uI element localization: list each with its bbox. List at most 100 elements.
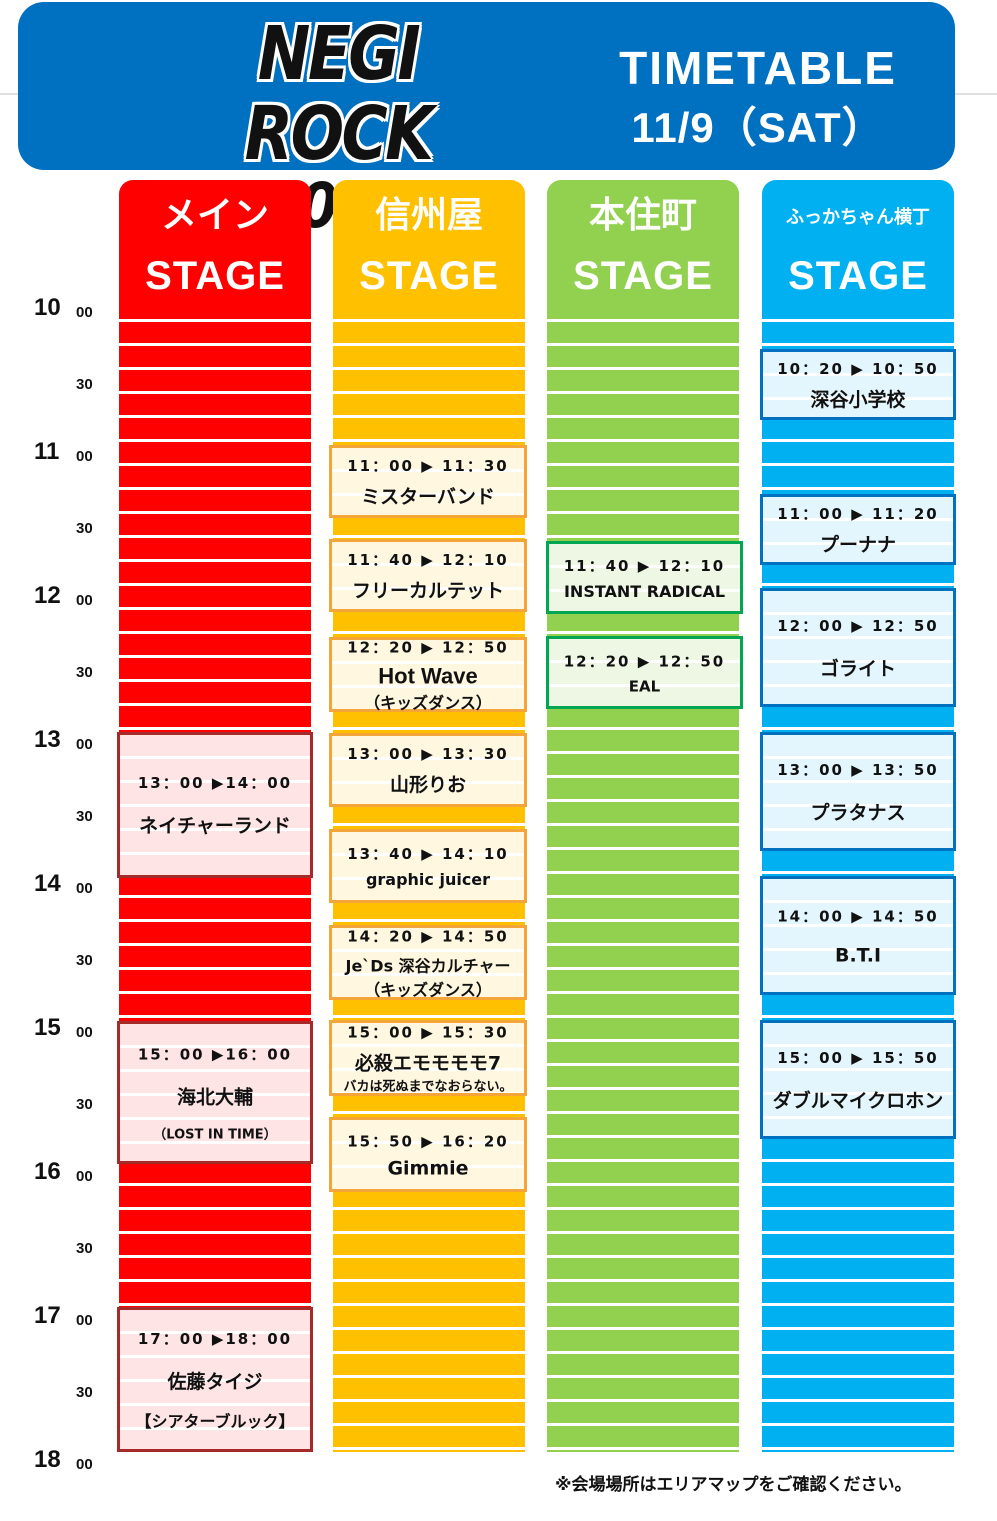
slot-content: 12：00 ▶ 12：50 ゴライト: [763, 615, 953, 681]
stage-name: ふっかちゃん横丁: [786, 207, 930, 228]
stage-column: 本住町 STAGE: [547, 180, 739, 1452]
header-banner: NEGI ROCK 2019 TIMETABLE 11/9（SAT）: [18, 2, 955, 238]
slot-time: 15：00 ▶ 15：50: [777, 1048, 939, 1067]
slot-content: 15：00 ▶ 15：30 必殺エモモモモ7 バカは死ぬまでなおらない。: [332, 1022, 524, 1095]
time-minute-label: 00: [76, 1168, 93, 1185]
performance-slot[interactable]: 15：00 ▶16：00 海北大輔 （LOST IN TIME）: [117, 1021, 313, 1164]
slot-time: 14：20 ▶ 14：50: [347, 927, 509, 945]
time-minute-label: 30: [76, 376, 93, 393]
slot-content: 13：40 ▶ 14：10 graphic juicer: [332, 843, 524, 889]
time-hour-label: 16: [34, 1158, 61, 1185]
performer-name: 深谷小学校: [810, 388, 906, 411]
slot-content: 10：20 ▶ 10：50 深谷小学校: [763, 358, 953, 412]
slot-content: 13：00 ▶ 13：30 山形りお: [332, 743, 524, 797]
slot-time: 11：40 ▶ 12：10: [563, 556, 726, 575]
time-minute-label: 00: [76, 1024, 93, 1041]
slot-content: 13：00 ▶ 13：50 プラタナス: [763, 759, 953, 825]
logo-title: NEGI ROCK: [244, 11, 434, 177]
performance-slot[interactable]: 13：00 ▶ 13：30 山形りお: [329, 733, 527, 807]
performer-name: Je`Ds 深谷カルチャー: [345, 956, 511, 975]
time-minute-label: 00: [76, 1456, 93, 1473]
time-hour-label: 15: [34, 1014, 61, 1041]
slot-time: 12：00 ▶ 12：50: [777, 616, 939, 635]
performance-slot[interactable]: 13：40 ▶ 14：10 graphic juicer: [329, 829, 527, 903]
performance-slot[interactable]: 11：40 ▶ 12：10 INSTANT RADICAL: [546, 541, 743, 614]
performance-slot[interactable]: 11：40 ▶ 12：10 フリーカルテット: [329, 539, 527, 612]
time-minute-label: 30: [76, 520, 93, 537]
slot-time: 12：20 ▶ 12：50: [563, 652, 726, 670]
stage-header: 信州屋 STAGE: [333, 180, 525, 298]
performance-slot[interactable]: 17：00 ▶18：00 佐藤タイジ【シアターブルック】: [117, 1307, 313, 1452]
stage-name: 信州屋: [374, 195, 483, 236]
performer-name: graphic juicer: [365, 870, 491, 889]
slot-time: 11：00 ▶ 11：20: [777, 504, 939, 523]
event-date: 11/9（SAT）: [631, 104, 885, 151]
performance-slot[interactable]: 10：20 ▶ 10：50 深谷小学校: [760, 349, 956, 420]
performer-name: ダブルマイクロホン: [772, 1089, 944, 1112]
performer-note: （キッズダンス）: [364, 980, 492, 999]
performance-slot[interactable]: 14：00 ▶ 14：50 B.T.I: [760, 876, 956, 995]
slot-time: 10：20 ▶ 10：50: [777, 359, 939, 378]
performance-slot[interactable]: 11：00 ▶ 11：30 ミスターバンド: [329, 445, 527, 518]
time-hour-label: 17: [34, 1302, 61, 1329]
time-minute-label: 30: [76, 664, 93, 681]
decor-line-left: [0, 93, 18, 95]
slot-content: 15：00 ▶ 15：50 ダブルマイクロホン: [763, 1047, 953, 1113]
performer-name: 海北大輔: [176, 1086, 253, 1108]
performer-name: 必殺エモモモモ7: [354, 1052, 502, 1075]
performer-name: Gimmie: [387, 1157, 469, 1179]
time-hour-label: 14: [34, 870, 61, 897]
performer-name: プーナナ: [819, 533, 896, 556]
time-hour-label: 12: [34, 582, 61, 609]
slot-content: 14：00 ▶ 14：50 B.T.I: [763, 905, 953, 966]
performer-name: プラタナス: [810, 801, 906, 824]
performer-name: ミスターバンド: [361, 485, 495, 508]
performance-slot[interactable]: 15：00 ▶ 15：30 必殺エモモモモ7 バカは死ぬまでなおらない。: [329, 1020, 527, 1096]
performance-slot[interactable]: 14：20 ▶ 14：50 Je`Ds 深谷カルチャー （キッズダンス）: [329, 925, 527, 1000]
performance-slot[interactable]: 12：20 ▶ 12：50 EAL: [546, 636, 743, 709]
performer-name: EAL: [628, 677, 661, 695]
performance-slot[interactable]: 15：00 ▶ 15：50 ダブルマイクロホン: [760, 1020, 956, 1139]
slot-content: 12：20 ▶ 12：50 Hot Wave （キッズダンス）: [332, 636, 524, 713]
time-minute-label: 00: [76, 592, 93, 609]
slot-content: 15：50 ▶ 16：20 Gimmie: [332, 1130, 524, 1179]
stage-column: 信州屋 STAGE: [333, 180, 525, 1452]
slot-content: 15：00 ▶16：00 海北大輔 （LOST IN TIME）: [120, 1043, 310, 1142]
slot-time: 13：00 ▶ 13：30: [347, 745, 509, 763]
performer-name: B.T.I: [834, 944, 882, 966]
performance-slot[interactable]: 12：20 ▶ 12：50 Hot Wave （キッズダンス）: [329, 637, 527, 712]
performer-name: 佐藤タイジ: [167, 1370, 263, 1393]
performance-slot[interactable]: 12：00 ▶ 12：50 ゴライト: [760, 588, 956, 707]
slot-time: 15：00 ▶16：00: [137, 1045, 293, 1063]
slot-time: 14：00 ▶ 14：50: [777, 907, 939, 925]
performer-note: 【シアターブルック】: [135, 1411, 295, 1431]
time-hour-label: 13: [34, 726, 61, 753]
stage-label: STAGE: [145, 254, 285, 298]
performance-slot[interactable]: 15：50 ▶ 16：20 Gimmie: [329, 1117, 527, 1192]
slot-time: 12：20 ▶ 12：50: [347, 638, 509, 656]
performer-name: INSTANT RADICAL: [563, 581, 726, 601]
stage-label: STAGE: [573, 254, 713, 298]
performer-note: バカは死ぬまでなおらない。: [343, 1079, 513, 1095]
stage-header: メイン STAGE: [119, 180, 311, 298]
slot-time: 17：00 ▶18：00: [137, 1329, 293, 1348]
performer-name: 山形りお: [389, 774, 466, 796]
time-minute-label: 00: [76, 736, 93, 753]
stage-stripes: [547, 298, 739, 1452]
slot-content: 14：20 ▶ 14：50 Je`Ds 深谷カルチャー （キッズダンス）: [332, 925, 524, 1000]
stage-label: STAGE: [359, 254, 499, 298]
timetable-title: TIMETABLE: [619, 42, 897, 94]
time-hour-label: 18: [34, 1446, 61, 1473]
slot-content: 11：00 ▶ 11：30 ミスターバンド: [332, 455, 524, 509]
performance-slot[interactable]: 11：00 ▶ 11：20 プーナナ: [760, 494, 956, 565]
performer-name: ゴライト: [819, 657, 896, 680]
time-minute-label: 30: [76, 1096, 93, 1113]
slot-time: 15：00 ▶ 15：30: [347, 1023, 509, 1042]
slot-time: 15：50 ▶ 16：20: [347, 1132, 509, 1150]
time-minute-label: 00: [76, 880, 93, 897]
time-minute-label: 30: [76, 1240, 93, 1257]
slot-content: 13：00 ▶14：00 ネイチャーランド: [120, 772, 310, 838]
slot-time: 11：00 ▶ 11：30: [347, 456, 509, 475]
performance-slot[interactable]: 13：00 ▶14：00 ネイチャーランド: [117, 732, 313, 878]
performance-slot[interactable]: 13：00 ▶ 13：50 プラタナス: [760, 732, 956, 851]
